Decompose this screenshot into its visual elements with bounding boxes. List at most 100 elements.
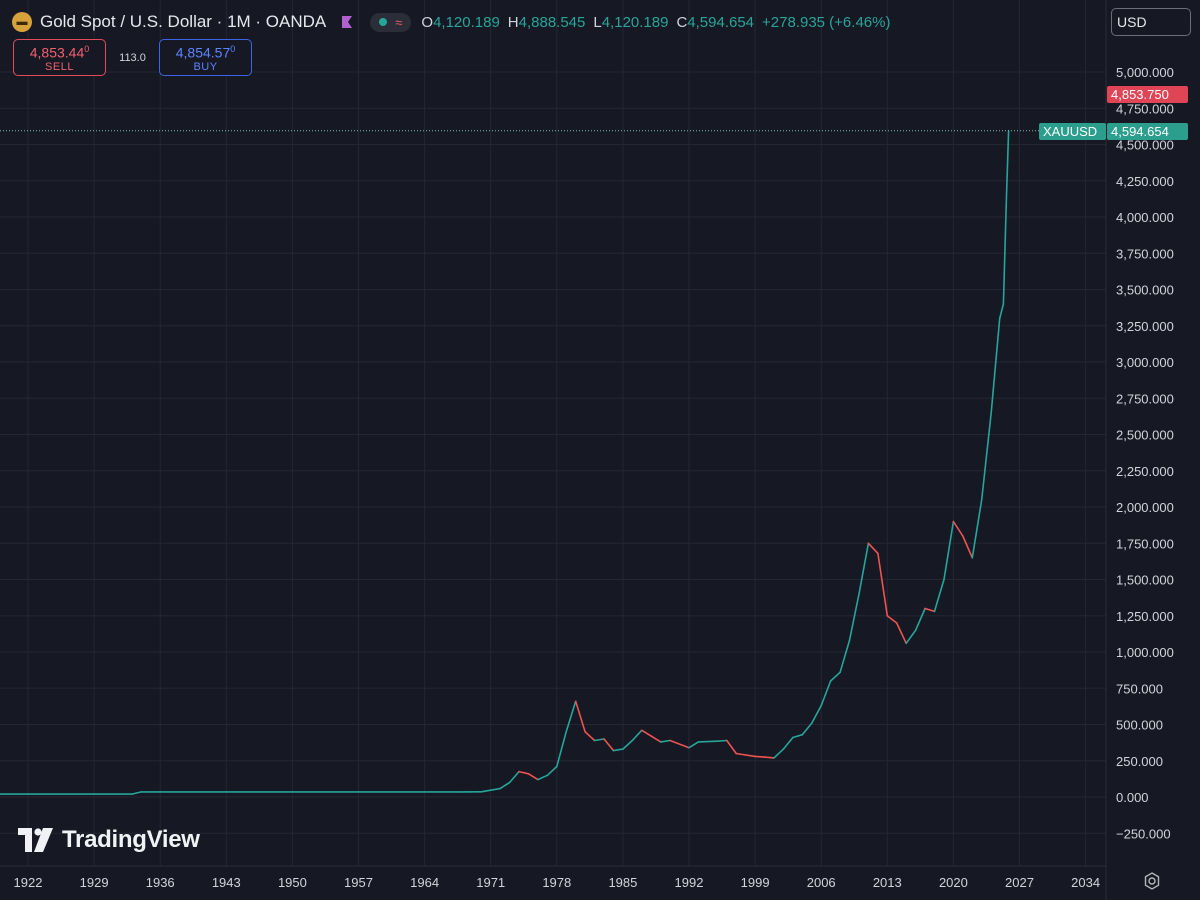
series-segment <box>829 671 841 682</box>
series-segment <box>754 755 766 758</box>
series-segment <box>659 739 671 743</box>
time-tick-label: 1950 <box>278 875 307 890</box>
buy-price: 4,854.57 <box>175 44 231 61</box>
ohlc-low: L4,120.189 <box>593 13 669 31</box>
series-segment <box>867 542 879 555</box>
symbol-title[interactable]: Gold Spot / U.S. Dollar · 1M · OANDA <box>40 12 327 31</box>
price-tick-label: 4,750.000 <box>1116 101 1174 116</box>
series-segment <box>763 756 775 759</box>
flag-icon[interactable] <box>340 15 354 29</box>
price-tick-label: 4,500.000 <box>1116 138 1174 153</box>
currency-select[interactable]: USD <box>1111 8 1191 36</box>
series-segment <box>810 704 823 724</box>
sell-button[interactable]: 4,853.440 SELL <box>13 39 106 76</box>
time-tick-label: 1964 <box>410 875 439 890</box>
series-segment <box>527 772 539 781</box>
series-segment <box>697 740 719 743</box>
time-tick-label: 1971 <box>476 875 505 890</box>
tradingview-wordmark: TradingView <box>62 826 200 853</box>
price-tick-label: 4,000.000 <box>1116 210 1174 225</box>
buy-button[interactable]: 4,854.570 BUY <box>159 39 252 76</box>
data-delay-wave-icon: ≈ <box>395 14 403 30</box>
series-segment <box>725 739 738 755</box>
price-axis[interactable]: 5,000.000 4,750.000 4,500.000 4,250.000 4,00… <box>1116 65 1174 841</box>
ohlc-close: C4,594.654 <box>676 13 755 31</box>
price-tick-label: 3,250.000 <box>1116 319 1174 334</box>
chart-legend-header: ▬ Gold Spot / U.S. Dollar · 1M · OANDA ≈… <box>12 8 890 36</box>
time-tick-label: 1985 <box>608 875 637 890</box>
series-segment <box>792 733 804 739</box>
series-segment <box>669 739 690 749</box>
time-tick-label: 2006 <box>807 875 836 890</box>
price-tick-label: 3,500.000 <box>1116 283 1174 298</box>
trade-panel: 4,853.440 SELL 113.0 4,854.570 BUY <box>13 39 252 76</box>
series-segment <box>839 639 851 674</box>
series-segment <box>555 730 568 768</box>
price-tick-label: 2,500.000 <box>1116 428 1174 443</box>
price-tick-label: 1,750.000 <box>1116 536 1174 551</box>
price-tick-label: 1,250.000 <box>1116 609 1174 624</box>
series-segment <box>801 722 813 736</box>
series-segment <box>612 748 624 752</box>
time-tick-label: 2013 <box>873 875 902 890</box>
price-tick-label: 500.000 <box>1116 718 1163 733</box>
time-tick-label: 2027 <box>1005 875 1034 890</box>
last-price-tag: 4,594.654 <box>1107 123 1188 140</box>
time-tick-label: 2034 <box>1071 875 1100 890</box>
tradingview-watermark[interactable]: TradingView <box>18 826 200 854</box>
time-tick-label: 1992 <box>675 875 704 890</box>
settings-gear-icon[interactable] <box>1142 871 1162 891</box>
series-segment <box>877 552 889 617</box>
series-segment <box>782 736 794 750</box>
series-segment <box>990 317 1001 414</box>
price-tick-label: 1,000.000 <box>1116 645 1174 660</box>
series-segment <box>565 700 577 733</box>
price-tick-label: 2,000.000 <box>1116 500 1174 515</box>
series-segment <box>546 765 558 777</box>
series-segment <box>905 629 917 645</box>
market-status-pill[interactable]: ≈ <box>370 12 412 32</box>
vertical-grid <box>27 0 1087 866</box>
buy-label: BUY <box>193 60 218 73</box>
high-price-tag: 4,853.750 <box>1107 86 1188 103</box>
price-tick-label: 2,250.000 <box>1116 464 1174 479</box>
series-segment <box>593 738 605 742</box>
series-segment <box>914 607 926 632</box>
time-tick-label: 1943 <box>212 875 241 890</box>
price-tick-label: 0.000 <box>1116 790 1149 805</box>
buy-price-pipette: 0 <box>230 44 236 55</box>
series-segment <box>886 614 898 624</box>
series-segment <box>480 787 501 793</box>
sell-price-pipette: 0 <box>84 44 90 55</box>
series-segment <box>537 774 549 781</box>
series-segment <box>508 770 520 784</box>
ohlc-high: H4,888.545 <box>507 13 586 31</box>
series-segment <box>952 520 964 537</box>
ohlc-change: +278.935 (+6.46%) <box>762 13 891 31</box>
ohlc-open: O4,120.189 <box>421 13 500 31</box>
price-tick-label: 5,000.000 <box>1116 65 1174 80</box>
gold-bars-icon[interactable]: ▬ <box>12 12 32 32</box>
series-segment <box>998 303 1005 320</box>
ohlc-values: O4,120.189 H4,888.545 L4,120.189 C4,594.… <box>421 14 890 31</box>
series-segment <box>688 741 700 749</box>
time-tick-label: 1999 <box>741 875 770 890</box>
time-tick-label: 1929 <box>80 875 109 890</box>
series-segment <box>622 739 634 750</box>
series-segment <box>820 680 832 707</box>
series-segment <box>971 498 983 559</box>
series-segment <box>924 607 936 613</box>
series-segment <box>631 729 643 742</box>
series-segment <box>735 752 756 758</box>
price-series-layer <box>0 130 1010 795</box>
price-tick-label: 3,000.000 <box>1116 355 1174 370</box>
time-axis[interactable]: 1922 1929 1936 1943 1950 1957 1964 1971 1978 1985… <box>14 875 1101 890</box>
price-tick-label: 1,500.000 <box>1116 573 1174 588</box>
time-tick-label: 1936 <box>146 875 175 890</box>
series-segment <box>961 535 974 559</box>
series-segment <box>518 770 530 775</box>
series-segment <box>1002 201 1008 305</box>
series-segment <box>131 791 143 795</box>
series-segment <box>848 593 860 642</box>
